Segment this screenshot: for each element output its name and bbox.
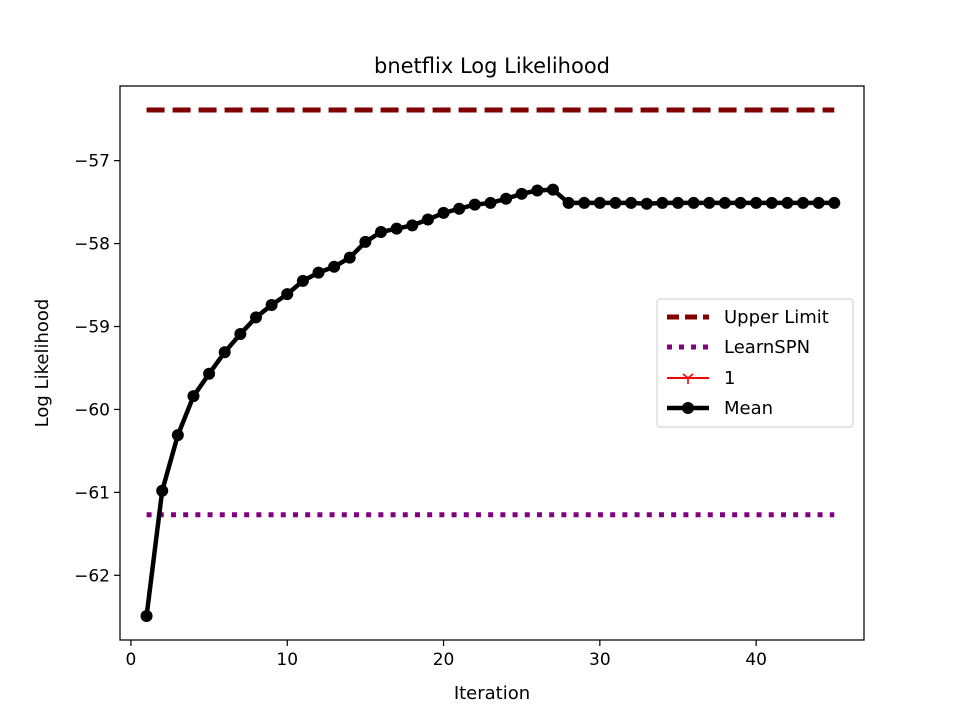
- mean-point: [312, 266, 325, 279]
- mean-point: [734, 196, 747, 209]
- mean-point: [484, 196, 497, 209]
- mean-point: [515, 187, 528, 200]
- x-tick-label: 10: [276, 650, 298, 670]
- y-axis-label: Log Likelihood: [32, 299, 53, 428]
- mean-point: [234, 327, 247, 340]
- mean-point: [328, 260, 341, 273]
- mean-point: [500, 192, 513, 205]
- mean-point: [562, 196, 575, 209]
- mean-point: [359, 235, 372, 248]
- mean-point: [281, 288, 294, 301]
- mean-point: [421, 213, 434, 226]
- plot-frame: [119, 85, 865, 641]
- legend: Upper Limit LearnSPN 1 Mean: [656, 298, 854, 428]
- mean-point: [140, 609, 153, 622]
- mean-point: [672, 196, 684, 209]
- legend-label: Mean: [724, 398, 773, 419]
- legend-mean-dot: [682, 402, 694, 414]
- plot-area: [140, 107, 841, 622]
- x-axis-label: Iteration: [454, 683, 530, 704]
- x-tick-label: 20: [433, 650, 455, 670]
- x-tick-label: 0: [126, 650, 137, 670]
- y-tick-label: −62: [74, 566, 110, 586]
- mean-point: [265, 298, 278, 311]
- mean-point: [156, 484, 169, 497]
- x-tick-label: 40: [745, 650, 767, 670]
- mean-point: [609, 196, 622, 209]
- mean-point: [296, 274, 309, 287]
- x-tick-label: 30: [589, 650, 611, 670]
- mean-point: [718, 196, 731, 209]
- y-tick-label: −59: [74, 318, 110, 338]
- mean-point: [187, 390, 200, 403]
- mean-point: [828, 196, 841, 209]
- mean-point: [625, 196, 638, 209]
- legend-box: [656, 298, 854, 428]
- mean-point: [343, 251, 356, 264]
- mean-point: [578, 196, 591, 209]
- mean-point: [750, 196, 763, 209]
- mean-point: [249, 311, 262, 324]
- axes: 0 10 20 30 40 −57 −58 −59 −60 −61 −62: [74, 152, 767, 670]
- mean-point: [593, 196, 606, 209]
- mean-point: [375, 225, 388, 238]
- legend-label: Upper Limit: [724, 307, 829, 328]
- y-tick-label: −61: [74, 483, 110, 503]
- mean-point: [703, 196, 716, 209]
- mean-point: [453, 202, 466, 215]
- mean-point: [437, 206, 450, 219]
- mean-point: [171, 429, 184, 442]
- mean-point: [468, 198, 481, 211]
- mean-point: [406, 219, 419, 232]
- y-tick-label: −58: [74, 235, 110, 255]
- legend-tri-marker: [682, 373, 694, 384]
- mean-point: [812, 196, 825, 209]
- mean-point: [765, 196, 778, 209]
- mean-point: [656, 196, 669, 209]
- mean-point: [640, 197, 653, 210]
- mean-point: [218, 346, 231, 359]
- mean-point: [531, 184, 544, 197]
- legend-label: LearnSPN: [724, 337, 810, 358]
- legend-label: 1: [724, 368, 735, 389]
- y-tick-label: −57: [74, 152, 110, 172]
- chart-title: bnetflix Log Likelihood: [374, 54, 610, 78]
- mean-point: [797, 196, 810, 209]
- y-tick-label: −60: [74, 400, 110, 420]
- mean-point: [390, 222, 403, 235]
- mean-point: [687, 196, 700, 209]
- mean-point: [781, 196, 794, 209]
- mean-point: [546, 183, 559, 196]
- mean-point: [203, 367, 216, 380]
